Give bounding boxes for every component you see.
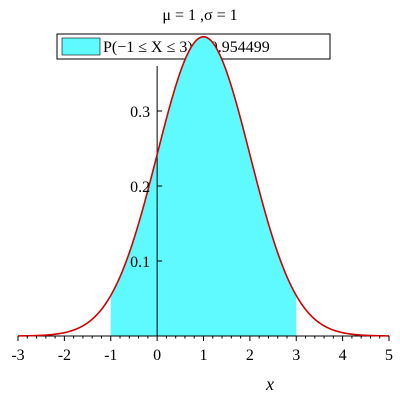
x-tick-label: 1 [200, 347, 208, 364]
y-tick-label: 0.2 [130, 179, 150, 196]
legend-label: P(−1 ≤ X ≤ 3) = 0.954499 [103, 39, 270, 56]
x-tick-label: 5 [385, 347, 393, 364]
y-tick-label: 0.1 [130, 254, 150, 271]
x-tick-label: -3 [11, 347, 24, 364]
x-tick-label: 3 [292, 347, 300, 364]
x-tick-label: 2 [246, 347, 254, 364]
x-axis-label: x [265, 374, 274, 394]
density-curve [17, 35, 390, 337]
chart-title: μ = 1 ,σ = 1 [162, 7, 237, 24]
x-tick-label: -1 [104, 347, 117, 364]
x-ticks: -3 -2 -1 0 1 2 3 4 5 [11, 336, 393, 364]
x-tick-label: -2 [58, 347, 71, 364]
y-tick-label: 0.3 [130, 104, 150, 121]
x-tick-label: 0 [153, 347, 161, 364]
y-ticks: 0.1 0.2 0.3 [130, 104, 163, 271]
x-tick-label: 4 [339, 347, 347, 364]
legend-swatch [61, 37, 101, 56]
